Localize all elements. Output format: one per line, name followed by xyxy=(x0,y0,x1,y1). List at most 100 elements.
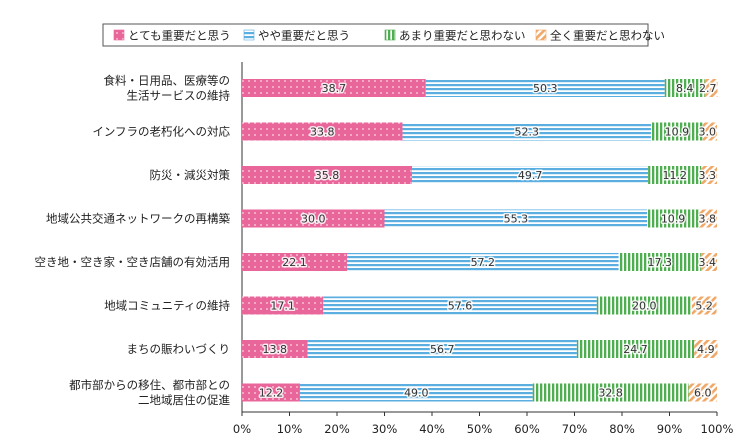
bar-segment xyxy=(698,209,717,228)
value-label-halo: 4.9 xyxy=(697,343,715,356)
x-tick-label: 30% xyxy=(372,422,398,436)
bar-segment xyxy=(242,340,308,358)
bar-segment xyxy=(648,166,702,184)
bars: 38.738.7 50.350.3 8.48.4 2.72.733.833.8 52.3… xyxy=(242,79,718,402)
legend-swatch-1 xyxy=(113,29,125,41)
bar-segment xyxy=(412,166,649,184)
category-label: 食料・日用品、医療等の xyxy=(104,74,231,88)
bar-segment xyxy=(691,296,717,315)
value-label-halo: 10.9 xyxy=(665,126,690,139)
value-label-halo: 13.8 xyxy=(263,343,288,356)
legend: とても重要だと思う やや重要だと思う あまり重要だと思わない 全く重要だと思わない xyxy=(102,23,665,47)
value-label: 22.1 xyxy=(282,256,307,269)
value-label: 57.6 xyxy=(448,300,473,313)
value-label: 55.3 xyxy=(504,213,529,226)
value-label: 32.8 xyxy=(598,387,623,400)
bar-segment xyxy=(704,79,718,97)
value-label: 10.9 xyxy=(665,126,690,139)
bar-segment xyxy=(307,340,577,358)
value-label-halo: 57.2 xyxy=(471,256,496,269)
value-label: 17.3 xyxy=(648,256,673,269)
legend-box xyxy=(102,23,649,47)
value-label-halo: 10.9 xyxy=(661,213,686,226)
value-label: 3.8 xyxy=(699,213,717,226)
value-label-halo: 17.3 xyxy=(648,256,673,269)
bar-segment xyxy=(299,383,533,402)
x-tick-label: 80% xyxy=(609,422,635,436)
bar-segment xyxy=(242,209,385,228)
value-label-halo: 33.8 xyxy=(310,126,335,139)
value-label: 56.7 xyxy=(430,343,455,356)
x-tick-label: 50% xyxy=(467,422,493,436)
value-label-halo: 57.6 xyxy=(448,300,473,313)
value-label: 50.3 xyxy=(533,82,558,95)
bar-segment xyxy=(532,383,689,402)
x-tick-label: 100% xyxy=(701,422,734,436)
x-tick-label: 20% xyxy=(324,422,350,436)
bar-segment xyxy=(346,253,619,271)
value-label-halo: 3.3 xyxy=(699,169,717,182)
category-label: 都市部からの移住、都市部との xyxy=(69,378,230,392)
x-tick-label: 0% xyxy=(233,422,251,436)
value-label: 13.8 xyxy=(263,343,288,356)
value-label-halo: 3.0 xyxy=(699,126,717,139)
value-label: 11.2 xyxy=(662,169,687,182)
value-label-halo: 38.7 xyxy=(322,82,347,95)
value-label-halo: 50.3 xyxy=(533,82,558,95)
bar-segment xyxy=(688,383,717,402)
value-label-halo: 20.0 xyxy=(632,300,657,313)
legend-swatch-2 xyxy=(243,29,255,41)
value-label-halo: 3.4 xyxy=(699,256,717,269)
value-label-halo: 24.7 xyxy=(623,343,648,356)
bar-segment xyxy=(402,122,651,141)
legend-label-2: やや重要だと思う xyxy=(258,29,350,43)
value-label-halo: 3.8 xyxy=(699,213,717,226)
value-label: 33.8 xyxy=(310,126,335,139)
value-label: 8.4 xyxy=(676,82,694,95)
bar-segment xyxy=(242,383,300,402)
bar-segment xyxy=(242,166,413,184)
value-label-halo: 55.3 xyxy=(504,213,529,226)
value-label-halo: 35.8 xyxy=(315,169,340,182)
legend-swatch-3 xyxy=(384,29,396,41)
bar-segment xyxy=(694,340,718,358)
bar-segment xyxy=(576,340,695,358)
value-label: 5.2 xyxy=(695,300,713,313)
bar-segment xyxy=(242,79,426,97)
value-label: 10.9 xyxy=(661,213,686,226)
bar-segment xyxy=(702,122,717,141)
value-label: 4.9 xyxy=(697,343,715,356)
legend-swatch-4 xyxy=(535,29,547,41)
value-label-halo: 32.8 xyxy=(598,387,623,400)
x-tick-label: 90% xyxy=(657,422,683,436)
value-label-halo: 22.1 xyxy=(282,256,307,269)
value-label: 6.0 xyxy=(694,387,712,400)
bar-segment xyxy=(242,122,403,141)
category-labels: 食料・日用品、医療等の生活サービスの維持インフラの老朽化への対応防災・減災対策地… xyxy=(35,74,231,408)
value-label-halo: 2.7 xyxy=(699,82,717,95)
x-axis: 0% 10% 20% 30% 40% 50% 60% 70% 80% 90% 100% xyxy=(233,62,734,436)
category-label: 空き地・空き家・空き店舗の有効活用 xyxy=(35,255,231,269)
value-label: 20.0 xyxy=(632,300,657,313)
value-label-halo: 52.3 xyxy=(515,126,540,139)
bar-segment xyxy=(596,296,692,315)
value-label: 24.7 xyxy=(623,343,648,356)
value-label-halo: 5.2 xyxy=(695,300,713,313)
legend-label-4: 全く重要だと思わない xyxy=(550,29,665,43)
category-label: 二地域居住の促進 xyxy=(138,393,230,407)
bar-segment xyxy=(384,209,648,228)
bar-segment xyxy=(664,79,705,97)
category-label: 防災・減災対策 xyxy=(150,168,231,182)
bar-segment xyxy=(425,79,665,97)
x-tick-label: 60% xyxy=(514,422,540,436)
legend-label-1: とても重要だと思う xyxy=(128,29,231,43)
value-label-halo: 12.2 xyxy=(259,387,284,400)
value-label: 49.7 xyxy=(518,169,543,182)
value-label-halo: 30.0 xyxy=(301,213,326,226)
value-label: 52.3 xyxy=(515,126,540,139)
bar-segment xyxy=(242,296,324,315)
bar-segment xyxy=(618,253,701,271)
x-tick-label: 40% xyxy=(419,422,445,436)
value-label: 3.3 xyxy=(699,169,717,182)
